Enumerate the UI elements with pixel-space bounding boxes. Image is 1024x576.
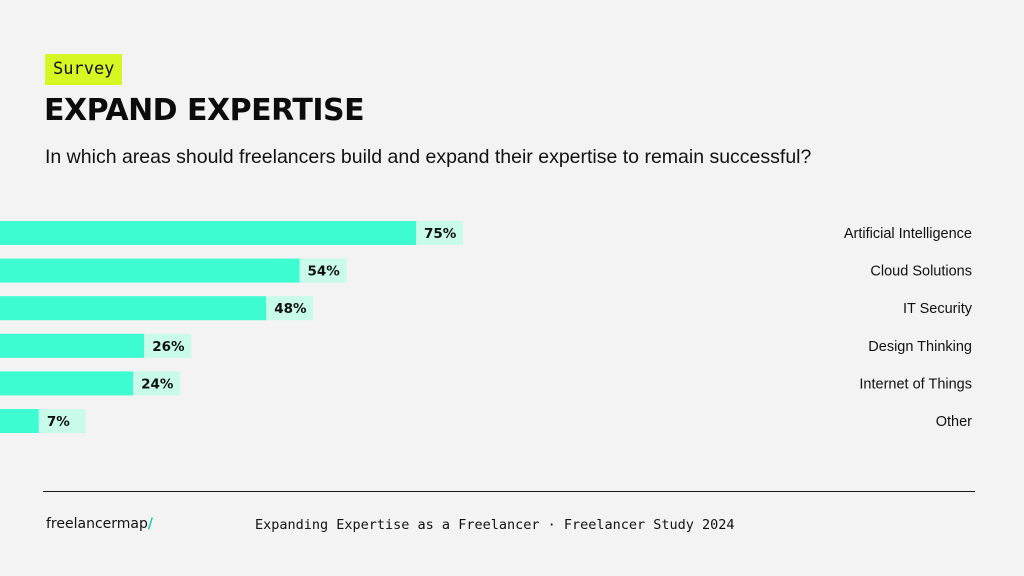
value-label-1: 54%	[308, 264, 341, 280]
bar-1	[0, 258, 300, 283]
value-label-0: 75%	[424, 226, 457, 242]
logo-text: freelancermap	[46, 516, 148, 532]
footer-caption: Expanding Expertise as a Freelancer · Fr…	[255, 517, 735, 533]
category-label-2: IT Security	[903, 301, 973, 317]
value-label-bg-4	[133, 371, 181, 396]
page-title: EXPAND EXPERTISE	[44, 93, 365, 128]
bar-5	[0, 409, 39, 433]
value-label-bg-2	[266, 296, 314, 321]
value-label-bg-1	[299, 258, 347, 283]
bar-4	[0, 371, 134, 396]
survey-badge: Survey	[45, 54, 123, 85]
bar-3	[0, 333, 145, 358]
category-label-4: Internet of Things	[859, 376, 972, 392]
value-label-bg-3	[144, 333, 192, 358]
bar-chart: 75% Artificial Intelligence 54% Cloud Solut…	[0, 221, 973, 433]
value-label-2: 48%	[274, 301, 307, 317]
freelancermap-logo: freelancermap/	[46, 516, 153, 532]
value-label-5: 7%	[47, 414, 70, 430]
value-label-bg-5	[38, 409, 86, 433]
category-label-3: Design Thinking	[868, 339, 972, 355]
value-label-bg-0	[416, 221, 463, 245]
page-subtitle: In which areas should freelancers build …	[45, 146, 812, 168]
value-label-3: 26%	[152, 339, 185, 355]
bar-2	[0, 296, 267, 321]
footer-divider	[43, 491, 975, 492]
category-label-5: Other	[936, 414, 972, 430]
logo-slash: /	[147, 516, 153, 532]
bar-0	[0, 221, 416, 245]
category-label-0: Artificial Intelligence	[844, 226, 972, 242]
category-label-1: Cloud Solutions	[870, 264, 972, 280]
value-label-4: 24%	[141, 376, 174, 392]
